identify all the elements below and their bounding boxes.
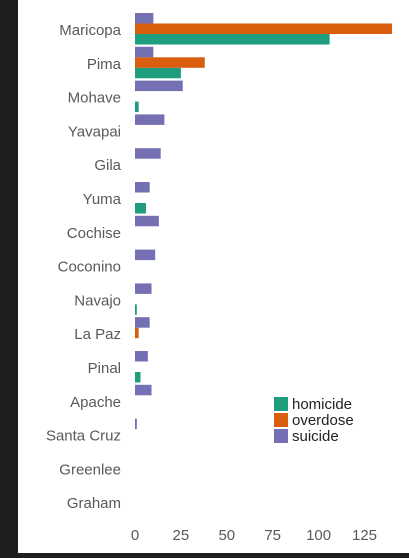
- suicide-bar: [135, 418, 137, 430]
- category-labels: Maricopa Pima Mohave Yavapai Gila Yuma Cochise…: [46, 22, 122, 512]
- suicide-bar: [135, 148, 161, 159]
- suicide-bar: [135, 46, 154, 58]
- suicide-bar: [135, 384, 152, 396]
- overdose-bar: [135, 57, 205, 68]
- suicide-bar: [135, 13, 154, 24]
- category-label: Apache: [70, 394, 121, 411]
- homicide-bar: [135, 203, 147, 214]
- category-label: Santa Cruz: [46, 428, 121, 445]
- overdose-legend-label: overdose: [292, 412, 354, 429]
- homicide-legend-swatch: [274, 397, 288, 411]
- suicide-legend-label: suicide: [292, 428, 339, 445]
- suicide-bar: [135, 215, 159, 227]
- category-label: Yuma: [83, 191, 122, 208]
- x-tick-label: 25: [173, 527, 190, 544]
- x-axis-tick-labels: 0 25 50 75 100 125: [131, 527, 377, 544]
- bars: [135, 13, 393, 430]
- category-label: Cochise: [67, 225, 121, 242]
- x-tick-label: 50: [218, 527, 235, 544]
- suicide-bar: [135, 351, 148, 362]
- category-label: Graham: [67, 495, 121, 512]
- category-label: Navajo: [74, 292, 121, 309]
- homicide-bar: [135, 101, 139, 113]
- suicide-bar: [135, 283, 152, 294]
- x-tick-label: 125: [352, 527, 377, 544]
- x-tick-label: 100: [306, 527, 331, 544]
- homicide-bar: [135, 372, 141, 383]
- homicide-bar: [135, 34, 330, 45]
- category-label: Gila: [94, 157, 121, 174]
- x-tick-label: 0: [131, 527, 139, 544]
- homicide-bar: [135, 67, 181, 79]
- suicide-legend-swatch: [274, 429, 288, 443]
- overdose-bar: [135, 23, 393, 34]
- overdose-bar: [135, 327, 139, 339]
- suicide-bar: [135, 317, 150, 328]
- category-label: Pinal: [88, 360, 121, 377]
- suicide-bar: [135, 114, 165, 125]
- homicide-legend-label: homicide: [292, 396, 352, 413]
- category-label: La Paz: [74, 326, 121, 343]
- category-label: Pima: [87, 56, 122, 73]
- chart-panel: Maricopa Pima Mohave Yavapai Gila Yuma Cochise…: [18, 0, 409, 553]
- category-label: Maricopa: [59, 22, 121, 39]
- homicide-bar: [135, 304, 137, 315]
- category-label: Coconino: [58, 259, 121, 276]
- category-label: Mohave: [68, 90, 121, 107]
- suicide-bar: [135, 249, 156, 261]
- overdose-legend-swatch: [274, 413, 288, 427]
- bar-chart: Maricopa Pima Mohave Yavapai Gila Yuma Cochise…: [46, 13, 393, 544]
- suicide-bar: [135, 182, 150, 193]
- suicide-bar: [135, 80, 183, 92]
- x-tick-label: 75: [264, 527, 281, 544]
- category-label: Yavapai: [68, 123, 121, 140]
- category-label: Greenlee: [59, 461, 121, 478]
